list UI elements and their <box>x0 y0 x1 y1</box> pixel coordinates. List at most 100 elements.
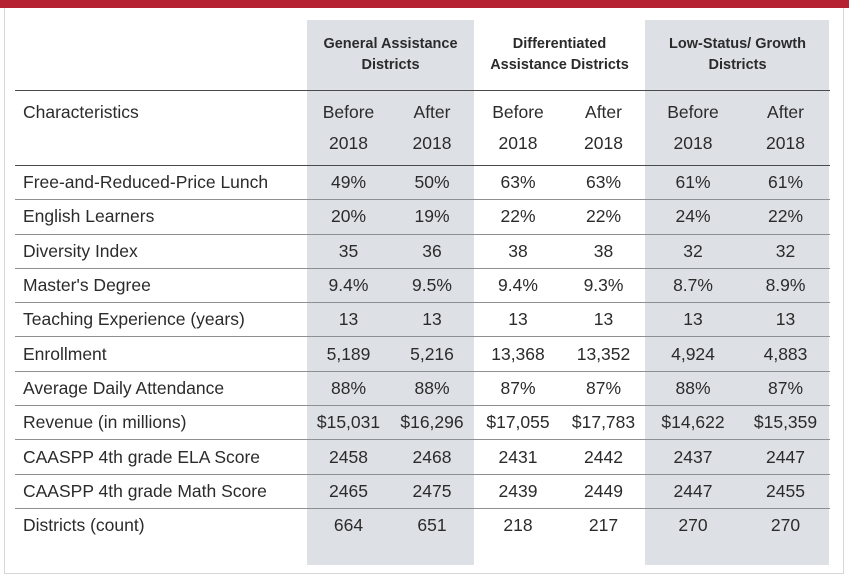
value-cell: $14,622 <box>661 412 725 433</box>
value-cell: 22% <box>585 206 622 227</box>
value-cell: 35 <box>338 240 359 261</box>
value-cell: 2439 <box>498 480 538 501</box>
value-cell: 9.4% <box>328 275 369 296</box>
value-cell: $17,783 <box>571 412 636 433</box>
table-body: Free-and-Reduced-Price Lunch 49% 50% 63% 63%… <box>15 166 831 543</box>
group-header-row: General Assistance Districts Differentia… <box>15 20 831 91</box>
low-status-shading <box>645 20 829 565</box>
value-cell: 63% <box>585 172 622 193</box>
value-cell: 664 <box>333 515 364 536</box>
period-header-cell: After 2018 <box>584 102 623 153</box>
value-cell: 88% <box>675 377 711 398</box>
row-label: CAASPP 4th grade Math Score <box>23 480 267 501</box>
value-cell: 4,883 <box>763 343 808 364</box>
table-row: Teaching Experience (years) 13 13 13 13 13 13 <box>15 303 831 337</box>
value-cell: 32 <box>775 240 796 261</box>
value-cell: $17,055 <box>486 412 550 433</box>
value-cell: 2431 <box>498 446 538 467</box>
row-label: Average Daily Attendance <box>23 377 225 398</box>
value-cell: 9.5% <box>412 275 452 296</box>
value-cell: 8.9% <box>765 275 806 296</box>
period-header-cell: After 2018 <box>412 102 452 153</box>
value-cell: 87% <box>768 377 804 398</box>
value-cell: 2449 <box>584 480 623 501</box>
group-header-general-assistance: General Assistance Districts <box>323 36 458 73</box>
table-row: Revenue (in millions) $15,031 $16,296 $17,0… <box>15 406 831 440</box>
blank-header-cell <box>15 20 307 91</box>
table-row: Master's Degree 9.4% 9.5% 9.4% 9.3% 8.7% 8.9% <box>15 268 831 303</box>
group-header-low-status-growth: Low-Status/ Growth Districts <box>669 36 806 73</box>
value-cell: 38 <box>593 240 614 261</box>
value-cell: 2465 <box>329 480 368 501</box>
value-cell: 61% <box>675 172 711 193</box>
value-cell: 217 <box>588 515 619 536</box>
value-cell: 22% <box>768 206 804 227</box>
row-label: Enrollment <box>23 343 107 364</box>
value-cell: 24% <box>675 206 711 227</box>
period-header-cell: Before 2018 <box>322 102 375 153</box>
row-label: English Learners <box>23 206 155 227</box>
value-cell: 36 <box>422 240 442 261</box>
value-cell: 2468 <box>412 446 452 467</box>
value-cell: 50% <box>414 172 450 193</box>
period-header-row: Characteristics Before 2018 After 2018 Bef… <box>15 91 831 166</box>
value-cell: $15,031 <box>316 412 381 433</box>
value-cell: 38 <box>508 240 528 261</box>
table-row: Free-and-Reduced-Price Lunch 49% 50% 63% 63%… <box>15 166 831 200</box>
value-cell: 9.4% <box>498 275 538 296</box>
value-cell: 270 <box>678 515 708 536</box>
row-label: Teaching Experience (years) <box>23 309 245 330</box>
value-cell: 13 <box>593 309 614 330</box>
value-cell: 87% <box>500 377 536 398</box>
value-cell: 13 <box>683 309 703 330</box>
value-cell: $16,296 <box>400 412 464 433</box>
value-cell: 9.3% <box>583 275 624 296</box>
value-cell: 13,368 <box>491 343 545 364</box>
row-label: Free-and-Reduced-Price Lunch <box>23 172 269 193</box>
table-row: CAASPP 4th grade Math Score 2465 2475 2439 2… <box>15 474 831 509</box>
general-assistance-shading <box>307 20 474 565</box>
value-cell: 13 <box>422 309 442 330</box>
value-cell: 2455 <box>766 480 805 501</box>
value-cell: 270 <box>770 515 801 536</box>
table-row: English Learners 20% 19% 22% 22% 24% 22% <box>15 200 831 235</box>
table-row: Districts (count) 664 651 218 217 270 270 <box>15 508 830 542</box>
value-cell: 13 <box>775 309 796 330</box>
value-cell: 32 <box>683 240 703 261</box>
value-cell: 13 <box>338 309 359 330</box>
row-label: Revenue (in millions) <box>23 412 187 433</box>
value-cell: 2458 <box>329 446 368 467</box>
table-row: Average Daily Attendance 88% 88% 87% 87% 88% 8… <box>15 371 831 406</box>
value-cell: 218 <box>503 515 533 536</box>
value-cell: 4,924 <box>671 343 715 364</box>
value-cell: 20% <box>330 206 367 227</box>
value-cell: 88% <box>330 377 367 398</box>
value-cell: 5,189 <box>326 343 371 364</box>
value-cell: 2437 <box>673 446 713 467</box>
value-cell: 2447 <box>673 480 713 501</box>
row-label: Districts (count) <box>23 515 145 536</box>
table-row: Enrollment 5,189 5,216 13,368 13,352 4,924 4,8… <box>15 337 831 372</box>
value-cell: 2442 <box>584 446 623 467</box>
district-characteristics-table: General Assistance Districts Differentia… <box>15 20 831 543</box>
value-cell: 19% <box>414 206 450 227</box>
table-row: CAASPP 4th grade ELA Score 2458 2468 2431 24… <box>15 440 831 475</box>
value-cell: 2475 <box>412 480 452 501</box>
value-cell: 2447 <box>766 446 805 467</box>
value-cell: 63% <box>500 172 536 193</box>
value-cell: 5,216 <box>410 343 454 364</box>
value-cell: 87% <box>585 377 622 398</box>
top-accent-bar <box>0 0 849 8</box>
period-header-cell: Before 2018 <box>492 102 544 153</box>
value-cell: 61% <box>768 172 804 193</box>
period-header-cell: Before 2018 <box>667 102 719 153</box>
value-cell: $15,359 <box>753 412 818 433</box>
group-header-differentiated-assistance: Differentiated Assistance Districts <box>490 36 629 73</box>
row-label: Master's Degree <box>23 275 151 296</box>
row-label: CAASPP 4th grade ELA Score <box>23 446 261 467</box>
characteristics-header: Characteristics <box>23 102 139 122</box>
value-cell: 88% <box>414 377 450 398</box>
value-cell: 49% <box>330 172 367 193</box>
value-cell: 651 <box>417 515 447 536</box>
value-cell: 13,352 <box>576 343 631 364</box>
